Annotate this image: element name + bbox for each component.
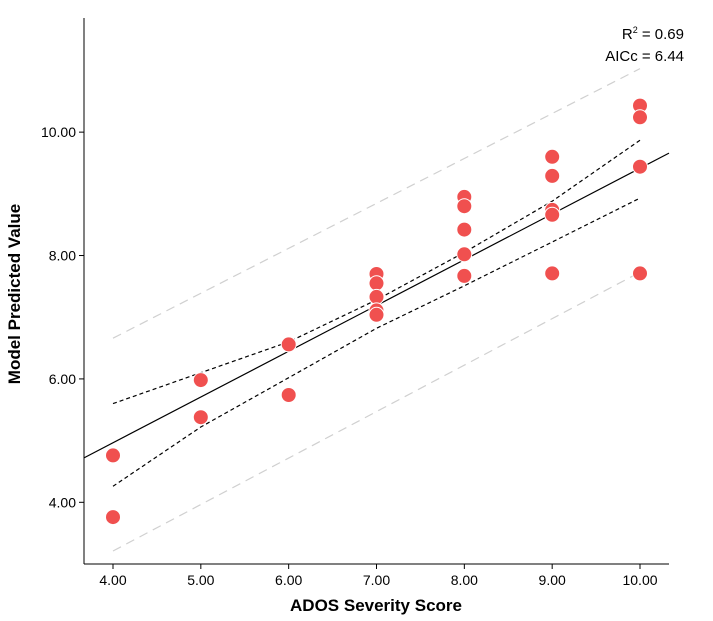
data-point [368, 288, 385, 305]
data-point [280, 336, 297, 353]
x-tick-label: 6.00 [275, 572, 302, 588]
x-tick-label: 4.00 [99, 572, 126, 588]
x-tick-label: 8.00 [451, 572, 478, 588]
y-tick-label: 6.00 [49, 371, 76, 387]
x-tick-label: 10.00 [622, 572, 657, 588]
data-point [368, 306, 385, 323]
r-squared-label: R2 = 0.69 [622, 25, 684, 43]
data-point [632, 265, 648, 282]
data-point [456, 221, 473, 238]
data-point [105, 509, 121, 526]
data-point [456, 246, 473, 263]
x-tick-label: 5.00 [187, 572, 214, 588]
x-axis-ticks: 4.00 5.00 6.00 7.00 8.00 9.00 10.00 [99, 564, 658, 588]
data-point [280, 387, 297, 403]
prediction-lower-line [112, 271, 641, 552]
r-squared-superscript: 2 [633, 25, 638, 35]
data-point [632, 158, 648, 175]
data-points-layer [105, 97, 648, 526]
data-point [192, 409, 209, 426]
data-point [105, 447, 121, 464]
data-point [368, 275, 385, 292]
r-squared-letter: R [622, 26, 633, 43]
data-point [544, 167, 561, 184]
data-point [456, 267, 473, 284]
data-point [632, 109, 648, 126]
y-tick-label: 10.00 [41, 124, 76, 140]
data-point [544, 148, 561, 165]
x-tick-label: 7.00 [363, 572, 390, 588]
aicc-label: AICc = 6.44 [605, 48, 684, 65]
data-point [544, 206, 561, 223]
data-point [544, 265, 561, 282]
data-point [456, 198, 473, 215]
confidence-lower-line [112, 197, 641, 487]
y-tick-label: 4.00 [49, 494, 76, 510]
x-tick-label: 9.00 [539, 572, 566, 588]
data-point [192, 372, 209, 389]
x-axis-title: ADOS Severity Score [290, 596, 462, 615]
y-axis-title: Model Predicted Value [5, 204, 24, 384]
prediction-interval-layer [112, 68, 641, 552]
r-squared-value: = 0.69 [638, 26, 684, 43]
y-axis-ticks: 4.00 6.00 8.00 10.00 [41, 124, 84, 510]
prediction-upper-line [112, 68, 641, 339]
y-tick-label: 8.00 [49, 248, 76, 264]
